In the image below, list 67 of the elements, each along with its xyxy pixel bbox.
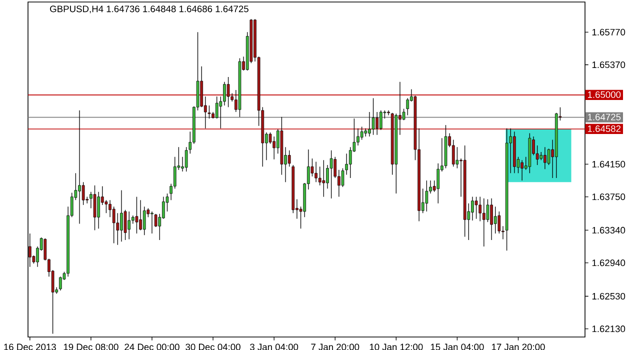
x-tick-label: 24 Dec 00:00	[124, 344, 180, 350]
candlestick	[478, 196, 482, 222]
ref-line-label: 1.65000	[588, 91, 621, 98]
x-tick-label: 30 Dec 04:00	[186, 344, 240, 350]
candlestick	[360, 126, 364, 140]
candlestick	[368, 112, 371, 137]
candlestick	[456, 146, 459, 169]
candlestick	[436, 163, 440, 204]
candlestick	[406, 98, 410, 116]
candlestick	[471, 196, 474, 221]
x-tick-label: 16 Dec 2013	[4, 344, 56, 350]
candlestick	[116, 212, 120, 246]
ref-line-label: 1.64725	[588, 114, 621, 120]
candlestick	[142, 206, 146, 236]
candlestick	[482, 198, 486, 247]
x-tick-label: 19 Dec 08:00	[64, 344, 118, 350]
candlestick	[150, 211, 154, 234]
candlestick	[223, 82, 226, 106]
candlestick	[494, 206, 497, 234]
candlestick	[314, 161, 318, 182]
ref-line-label: 1.64582	[588, 125, 621, 132]
y-tick-label: 1.62940	[592, 260, 626, 266]
candlestick	[490, 198, 493, 240]
candlestick	[544, 146, 546, 170]
x-tick-label: 17 Jan 20:00	[492, 344, 545, 350]
candlestick	[120, 190, 123, 242]
candlestick	[112, 206, 116, 244]
y-tick-label: 1.64150	[592, 160, 626, 168]
candlestick	[452, 139, 455, 167]
candlestick	[135, 196, 138, 234]
y-tick-label: 1.63340	[592, 226, 626, 234]
y-tick-label: 1.63750	[592, 194, 626, 200]
candlestick	[226, 76, 230, 108]
chart-title: GBPUSD,H4 1.64736 1.64848 1.64686 1.64725	[50, 6, 248, 14]
candlestick	[93, 185, 96, 231]
candlestick	[330, 150, 333, 199]
candlestick	[318, 166, 322, 186]
y-tick-label: 1.62530	[592, 292, 626, 300]
candlestick	[379, 110, 382, 130]
candlestick	[425, 180, 428, 212]
candlestick	[376, 112, 379, 136]
candlestick	[184, 146, 188, 172]
y-tick-label: 1.65370	[592, 61, 626, 68]
candlestick	[78, 110, 81, 224]
candlestick	[322, 160, 326, 198]
candlestick	[387, 110, 390, 116]
candlestick	[208, 105, 211, 119]
candlestick	[104, 200, 108, 214]
candlestick	[474, 196, 478, 220]
candlestick	[520, 160, 524, 181]
candlestick	[139, 200, 142, 231]
candlestick	[215, 96, 218, 119]
y-tick-label: 1.65770	[592, 28, 626, 36]
candlestick	[288, 150, 291, 167]
candlestick	[154, 214, 158, 228]
candlestick	[82, 182, 85, 206]
candlestick	[97, 192, 100, 229]
candlestick	[486, 198, 490, 222]
x-tick-label: 10 Jan 12:00	[370, 344, 423, 350]
candlestick	[372, 98, 375, 136]
candlestick	[128, 211, 131, 240]
y-tick-label: 1.62130	[592, 326, 626, 332]
x-tick-label: 3 Jan 04:00	[250, 344, 298, 350]
x-tick-label: 15 Jan 04:00	[430, 344, 484, 350]
x-tick-label: 7 Jan 20:00	[311, 344, 360, 350]
candlestick	[59, 276, 62, 291]
candlestick	[498, 211, 501, 234]
